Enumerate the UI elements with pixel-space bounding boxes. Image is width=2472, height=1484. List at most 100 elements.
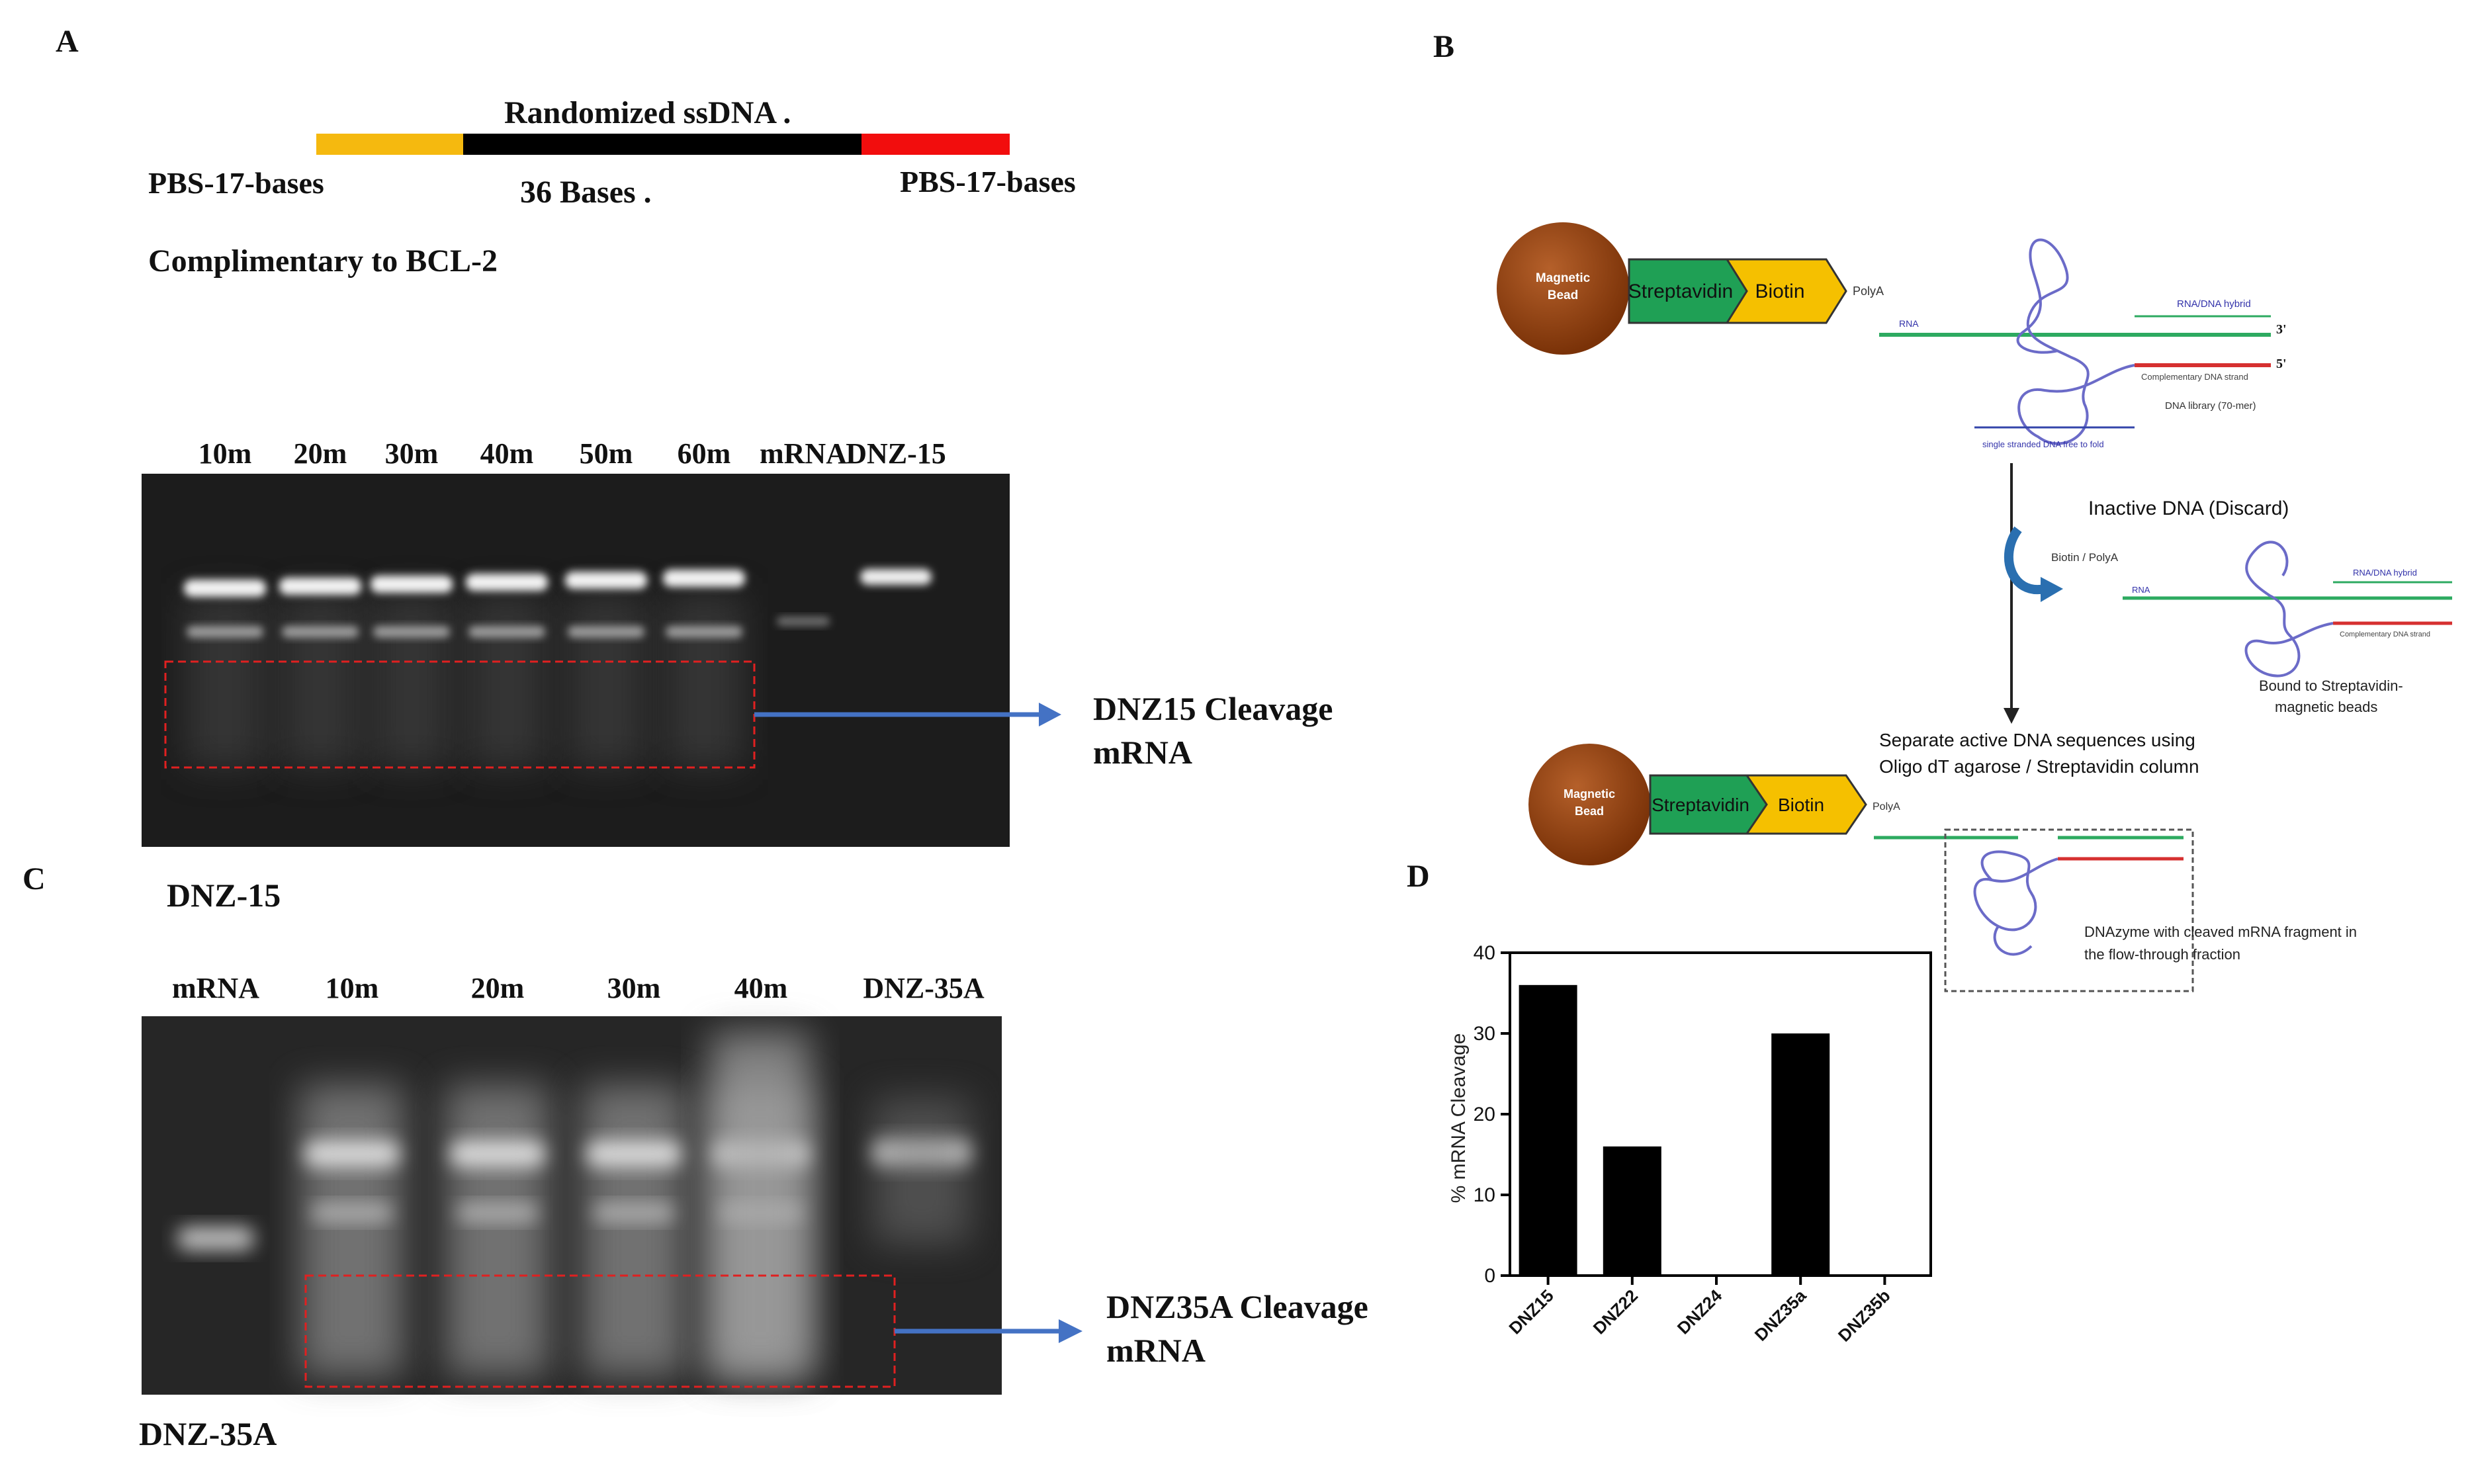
gel-c-caption: DNZ-35A <box>139 1415 277 1452</box>
gel-a-band-main <box>663 570 745 587</box>
gel-a-lane-label: 40m <box>480 437 534 470</box>
gel-c-lane-labels: mRNA 10m 20m 30m 40m DNZ-35A <box>172 972 985 1004</box>
selection-complex-bottom: Magnetic Bead Streptavidin Biotin PolyA … <box>1528 744 2357 992</box>
gel-c-annotation-line2: mRNA <box>1106 1332 1206 1369</box>
bead-label-2-line2: Bead <box>1575 805 1604 818</box>
x-tick-label: DNZ35b <box>1834 1286 1894 1346</box>
gel-a-annotation-line1: DNZ15 Cleavage <box>1093 690 1333 727</box>
gel-c-band-main <box>304 1141 400 1167</box>
single-strand-label: single stranded DNA free to fold <box>1982 439 2104 449</box>
bound-label-line1: Bound to Streptavidin- <box>2259 677 2403 694</box>
gel-a-lane-label: mRNA <box>760 437 847 470</box>
rna-label: RNA <box>1899 318 1919 329</box>
gel-a-smear <box>185 595 265 767</box>
x-tick-label: DNZ24 <box>1673 1286 1726 1338</box>
complementary-label: Complementary DNA strand <box>2141 372 2248 382</box>
dnazyme-label-line2: the flow-through fraction <box>2084 946 2240 963</box>
biotin-arrow-shape-2 <box>1745 774 1867 835</box>
gel-c-lane-label: 10m <box>326 972 379 1004</box>
separate-label-line2: Oligo dT agarose / Streptavidin column <box>1879 756 2199 777</box>
bar-dnz35a <box>1771 1033 1830 1276</box>
gel-c-background <box>142 1016 1002 1395</box>
biotin-arrow-shape <box>1725 258 1847 324</box>
polya-label: PolyA <box>1853 284 1884 298</box>
magnetic-bead-icon <box>1497 222 1629 355</box>
magnetic-bead-icon-2 <box>1528 744 1650 865</box>
x-tick-label: DNZ22 <box>1589 1286 1642 1338</box>
gel-c-smear <box>446 1085 549 1376</box>
gel-a-smear <box>281 595 360 767</box>
inactive-dna-group: Inactive DNA (Discard) Biotin / PolyA RN… <box>2051 498 2452 715</box>
y-tick-label: 40 <box>1474 942 1495 964</box>
gel-a-smear <box>664 595 744 767</box>
gel-a-band-lower <box>187 626 263 638</box>
five-prime-label: 5' <box>2276 357 2287 371</box>
three-prime-label: 3' <box>2276 322 2287 337</box>
panel-letter-d: D <box>1407 859 1430 894</box>
gel-c-band-lower <box>594 1204 674 1221</box>
y-tick-label: 30 <box>1474 1023 1495 1045</box>
gel-c-annotation-line1: DNZ35A Cleavage <box>1106 1288 1368 1325</box>
polya-label-2: PolyA <box>1873 801 1900 812</box>
gel-a-annotation-line2: mRNA <box>1093 734 1192 771</box>
bead-label-line1: Magnetic <box>1536 271 1591 285</box>
x-tick-label: DNZ35a <box>1751 1286 1810 1345</box>
hybrid-label: RNA/DNA hybrid <box>2177 298 2251 310</box>
gel-a-smear <box>467 595 547 767</box>
flowthrough-box <box>1944 828 2194 992</box>
gel-a-band-dnz <box>860 569 932 585</box>
construct-middle-label: 36 Bases . <box>520 175 652 210</box>
gel-a-smear <box>372 595 451 767</box>
gel-c-lane-label: DNZ-35A <box>863 972 985 1004</box>
biotin-label: Biotin <box>1755 281 1804 302</box>
x-tick-label: DNZ15 <box>1505 1286 1557 1338</box>
inactive-label: Inactive DNA (Discard) <box>2088 498 2289 519</box>
construct-note: Complimentary to BCL-2 <box>148 243 498 279</box>
gel-a-lane-label: 50m <box>580 437 633 470</box>
bead-label-2-line1: Magnetic <box>1564 787 1615 801</box>
construct-right-label: PBS-17-bases <box>900 165 1076 198</box>
rna-label-2: RNA <box>2132 585 2150 595</box>
gel-c-band-lower <box>312 1204 392 1221</box>
dnazyme-label-line1: DNAzyme with cleaved mRNA fragment in <box>2084 924 2357 940</box>
bar-chart: % mRNA Cleavage 0 10 20 30 40 DNZ15 DNZ22 DNZ2… <box>1448 942 1932 1346</box>
process-arrow-head <box>2004 708 2019 724</box>
construct-left-label: PBS-17-bases <box>148 166 324 200</box>
gel-c-band-main <box>450 1141 545 1167</box>
bar-dnz15 <box>1519 984 1577 1276</box>
separate-label-line1: Separate active DNA sequences using <box>1879 730 2195 750</box>
construct-left-segment <box>316 134 463 155</box>
gel-a <box>142 474 1010 847</box>
bead-label-line2: Bead <box>1548 288 1578 302</box>
gel-c-arrow-head <box>1059 1319 1082 1343</box>
dna-loop-structure <box>2016 238 2135 445</box>
gel-a-lane-label: DNZ-15 <box>846 437 946 470</box>
hybrid-label-2: RNA/DNA hybrid <box>2353 568 2417 578</box>
gel-a-band-mrna <box>777 617 830 626</box>
streptavidin-label-2: Streptavidin <box>1652 795 1749 815</box>
complementary-label-2: Complementary DNA strand <box>2340 631 2430 638</box>
gel-a-band-main <box>466 574 548 591</box>
selection-complex-top: Magnetic Bead Streptavidin Biotin PolyA … <box>1497 222 2287 449</box>
gel-c <box>142 1016 1002 1395</box>
discard-curved-arrow <box>2004 526 2046 595</box>
gel-a-band-main <box>565 572 647 589</box>
construct-middle-segment <box>463 134 861 155</box>
dna-loop-structure-3 <box>1973 850 2058 956</box>
bound-label-line2: magnetic beads <box>2275 699 2377 715</box>
gel-c-smear-40m <box>711 1032 810 1376</box>
gel-c-lane-label: mRNA <box>172 972 259 1004</box>
panel-d: D % mRNA Cleavage 0 10 20 30 40 DNZ15 DNZ22 DN… <box>1407 859 1932 1346</box>
gel-a-lane-label: 20m <box>294 437 347 470</box>
gel-a-band-lower <box>666 626 742 638</box>
panel-b: B Magnetic Bead Streptavidin Biotin Poly… <box>1433 29 2452 992</box>
gel-a-smear <box>566 595 646 767</box>
panel-a: A Randomized ssDNA . PBS-17-bases 36 Bas… <box>56 24 1333 914</box>
gel-c-band-mrna <box>177 1227 254 1250</box>
bar-dnz22 <box>1603 1146 1661 1276</box>
gel-a-band-main <box>279 578 361 595</box>
gel-a-band-lower <box>568 626 644 638</box>
gel-a-lane-label: 60m <box>678 437 731 470</box>
